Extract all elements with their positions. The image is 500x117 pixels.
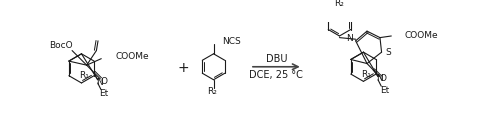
Text: DBU: DBU xyxy=(266,54,287,64)
Text: O: O xyxy=(100,77,107,86)
Text: R₁: R₁ xyxy=(80,71,90,80)
Text: Et: Et xyxy=(100,89,109,98)
Text: COOMe: COOMe xyxy=(404,31,438,40)
Text: BocO: BocO xyxy=(49,41,72,50)
Text: NCS: NCS xyxy=(222,37,240,46)
Text: R₂: R₂ xyxy=(334,0,344,8)
Text: Et: Et xyxy=(380,86,389,95)
Text: DCE, 25 °C: DCE, 25 °C xyxy=(250,70,304,80)
Text: N: N xyxy=(376,74,383,83)
Text: S: S xyxy=(386,48,392,57)
Text: R₁: R₁ xyxy=(362,70,371,79)
Text: COOMe: COOMe xyxy=(116,52,150,61)
Text: N: N xyxy=(346,34,353,43)
Text: O: O xyxy=(380,74,386,83)
Text: R₂: R₂ xyxy=(207,87,217,96)
Text: N: N xyxy=(96,78,102,87)
Text: +: + xyxy=(178,61,190,75)
